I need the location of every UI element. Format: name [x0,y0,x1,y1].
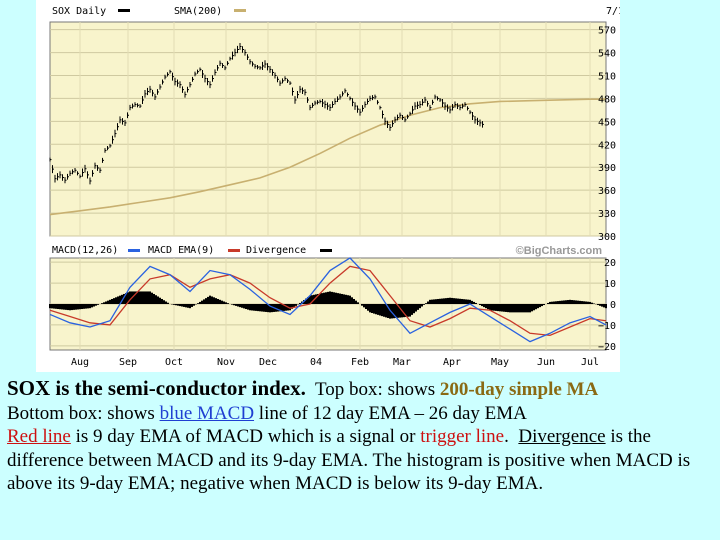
divergence-label: Divergence [246,245,306,256]
chart-date: 7/13/04 [606,6,620,17]
x-tick-label: May [491,357,509,368]
sox-chart: SOX Daily SMA(200) 7/13/04 570 540 510 480 4… [36,0,620,372]
macd-y-axis: 20 10 0 −10 −20 [598,258,616,353]
price-grid [50,22,606,237]
x-axis: Aug Sep Oct Nov Dec 04 Feb Mar Apr May Jun Jul [71,357,599,368]
sma-line [49,98,606,216]
price-y-tick-label: 450 [598,117,616,128]
x-tick-label: Jun [537,357,555,368]
macd-y-tick-label: 10 [604,279,616,290]
watermark: ©BigCharts.com [516,245,603,257]
caption: SOX is the semi-conductor index. Top box… [7,376,713,496]
macd-grid [50,258,606,350]
macd-legend-swatch [128,249,140,252]
x-tick-label: Oct [165,357,183,368]
macd-y-tick-label: −10 [598,321,616,332]
x-tick-label: 04 [310,357,322,368]
x-tick-label: Dec [259,357,277,368]
caption-divergence: Divergence [518,426,606,447]
ema-label: MACD EMA(9) [148,245,214,256]
sma-legend-swatch [234,9,246,12]
price-y-axis: 570 540 510 480 450 420 390 360 330 300 [598,26,616,243]
caption-top-highlight: 200-day simple MA [439,379,599,400]
caption-line2-prefix: Bottom box: shows [7,402,160,424]
macd-lines [49,257,607,343]
caption-red-line: Red line [7,426,71,447]
caption-line3-mid2: . [504,426,519,447]
caption-line2-suffix: line of 12 day EMA – 26 day EMA [254,402,527,424]
x-tick-label: Feb [351,357,369,368]
price-y-tick-label: 420 [598,140,616,151]
caption-top-prefix: Top box: shows [305,379,440,400]
caption-blue-macd: blue MACD [159,402,255,424]
macd-label: MACD(12,26) [52,245,118,256]
price-y-tick-label: 540 [598,49,616,60]
divergence-histogram [49,291,607,319]
caption-trigger-line: trigger line [420,426,505,447]
price-y-tick-label: 360 [598,186,616,197]
price-y-tick-label: 390 [598,163,616,174]
macd-polyline [49,257,607,343]
caption-line3-suffix: is the difference between MACD and its 9… [7,426,691,494]
x-tick-label: Jul [581,357,599,368]
x-tick-label: Nov [217,357,235,368]
symbol-label: SOX Daily [52,6,106,17]
macd-y-tick-label: 0 [610,300,616,311]
price-panel [49,21,607,237]
price-y-tick-label: 300 [598,232,616,243]
caption-lead: SOX is the semi-conductor index. [7,376,306,400]
price-y-tick-label: 510 [598,72,616,83]
x-tick-label: Sep [119,357,137,368]
price-y-tick-label: 480 [598,94,616,105]
price-y-tick-label: 570 [598,26,616,37]
sma-polyline [49,98,606,216]
price-bars [49,43,484,185]
price-y-tick-label: 330 [598,209,616,220]
caption-line3-mid: is 9 day EMA of MACD which is a signal o… [70,426,421,447]
sma-label: SMA(200) [174,6,222,17]
divergence-legend-swatch [320,249,332,252]
ema-polyline [49,265,607,337]
macd-y-tick-label: 20 [604,258,616,269]
symbol-legend-swatch [118,9,130,12]
x-tick-label: Apr [443,357,461,368]
x-tick-label: Mar [393,357,411,368]
x-tick-label: Aug [71,357,89,368]
ema-legend-swatch [228,249,240,252]
macd-y-tick-label: −20 [598,342,616,353]
